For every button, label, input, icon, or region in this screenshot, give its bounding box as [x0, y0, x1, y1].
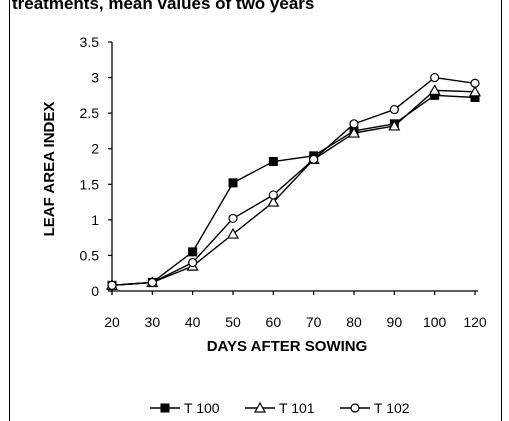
data-point [309, 154, 319, 164]
figure-caption: treatments, mean values of two years [12, 0, 315, 13]
series-line [111, 94, 476, 287]
y-tick-label: 1.5 [80, 176, 100, 192]
data-point [268, 190, 278, 200]
legend-marker [160, 403, 170, 413]
series-t-100 [107, 90, 480, 290]
x-tick-label: 20 [104, 314, 120, 330]
legend-marker [350, 403, 360, 413]
y-tick-label: 2 [91, 141, 99, 157]
x-tick-label: 100 [423, 314, 447, 330]
data-point [349, 119, 359, 129]
legend: T 100 T 101 T 102 [150, 400, 410, 416]
data-point [107, 280, 117, 290]
ticks-group: 0 0.5 1 1.5 2 2.5 3 3.5 20 30 40 50 60 70 80 90 100 120 [80, 34, 487, 330]
data-point [470, 78, 480, 88]
y-tick-label: 3.5 [80, 34, 100, 50]
data-point [228, 178, 238, 188]
x-tick-label: 80 [346, 314, 362, 330]
series-t-101 [105, 84, 482, 290]
x-tick-label: 30 [145, 314, 161, 330]
left-border-line [9, 0, 10, 421]
data-point [468, 85, 482, 97]
axes-group [108, 42, 478, 295]
data-point [188, 257, 198, 268]
y-tick-label: 0 [91, 283, 99, 299]
x-tick-label: 120 [463, 314, 487, 330]
data-point [147, 277, 157, 288]
y-axis-label: LEAF AREA INDEX [41, 102, 58, 237]
right-border-line [501, 0, 502, 421]
legend-label: T 102 [374, 400, 410, 416]
legend-label: T 100 [184, 400, 220, 416]
series-line [111, 89, 476, 287]
data-point [388, 119, 401, 131]
y-tick-label: 3 [91, 70, 99, 86]
data-point [188, 247, 198, 257]
data-point [347, 126, 361, 138]
x-tick-label: 60 [266, 314, 282, 330]
legend-item: T 101 [245, 400, 315, 416]
series-group [105, 72, 482, 290]
series-t-102 [107, 72, 480, 290]
y-tick-label: 1 [91, 212, 99, 228]
x-tick-label: 70 [306, 314, 322, 330]
data-point [267, 195, 280, 207]
x-tick-label: 50 [225, 314, 241, 330]
legend-label: T 101 [279, 400, 315, 416]
data-point [228, 213, 238, 224]
legend-marker [253, 401, 267, 413]
x-axis-label: DAYS AFTER SOWING [207, 338, 368, 355]
x-tick-label: 40 [185, 314, 201, 330]
data-point [389, 104, 399, 115]
x-tick-label: 90 [387, 314, 403, 330]
data-point [430, 72, 440, 83]
legend-item: T 100 [150, 400, 220, 416]
data-point [428, 84, 441, 95]
series-line [111, 76, 476, 287]
data-point [268, 157, 278, 167]
data-point [226, 227, 240, 239]
y-tick-label: 2.5 [80, 105, 100, 121]
legend-item: T 102 [340, 400, 410, 416]
y-tick-label: 0.5 [80, 247, 100, 263]
